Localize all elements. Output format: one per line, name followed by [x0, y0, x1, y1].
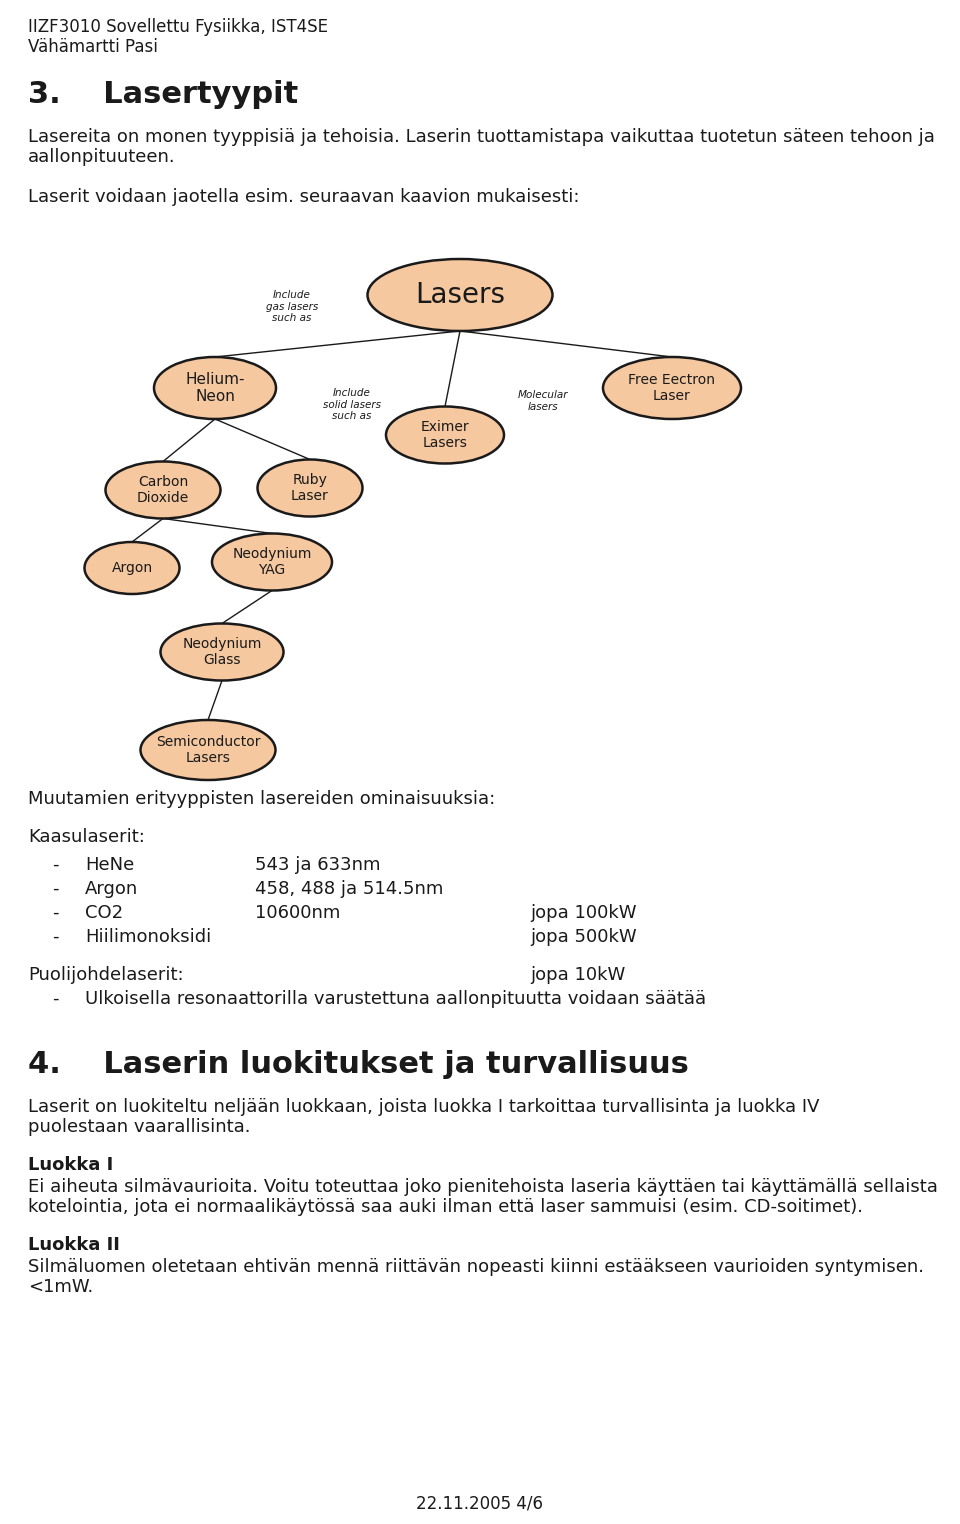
Text: Lasers: Lasers: [415, 280, 505, 309]
Text: IIZF3010 Sovellettu Fysiikka, IST4SE: IIZF3010 Sovellettu Fysiikka, IST4SE: [28, 18, 328, 37]
Text: Kaasulaserit:: Kaasulaserit:: [28, 828, 145, 846]
Text: kotelointia, jota ei normaalikäytössä saa auki ilman että laser sammuisi (esim. : kotelointia, jota ei normaalikäytössä sa…: [28, 1198, 863, 1216]
Text: Include
gas lasers
such as: Include gas lasers such as: [266, 290, 318, 323]
Text: -: -: [52, 928, 59, 946]
Ellipse shape: [140, 719, 276, 780]
Text: Lasereita on monen tyyppisiä ja tehoisia. Laserin tuottamistapa vaikuttaa tuotet: Lasereita on monen tyyppisiä ja tehoisia…: [28, 128, 935, 146]
Text: Molecular
lasers: Molecular lasers: [517, 390, 568, 411]
Ellipse shape: [386, 407, 504, 463]
Ellipse shape: [212, 533, 332, 590]
Text: Carbon
Dioxide: Carbon Dioxide: [137, 475, 189, 504]
Text: Helium-
Neon: Helium- Neon: [185, 372, 245, 404]
Text: -: -: [52, 856, 59, 873]
Text: 4.    Laserin luokitukset ja turvallisuus: 4. Laserin luokitukset ja turvallisuus: [28, 1050, 689, 1079]
Text: Eximer
Lasers: Eximer Lasers: [420, 421, 469, 450]
Ellipse shape: [160, 623, 283, 681]
Text: Ulkoisella resonaattorilla varustettuna aallonpituutta voidaan säätää: Ulkoisella resonaattorilla varustettuna …: [85, 991, 707, 1007]
Ellipse shape: [368, 259, 553, 331]
Text: Laserit voidaan jaotella esim. seuraavan kaavion mukaisesti:: Laserit voidaan jaotella esim. seuraavan…: [28, 187, 580, 206]
Text: Luokka I: Luokka I: [28, 1157, 113, 1173]
Text: Muutamien erityyppisten lasereiden ominaisuuksia:: Muutamien erityyppisten lasereiden omina…: [28, 789, 495, 808]
Text: HeNe: HeNe: [85, 856, 134, 873]
Text: Neodynium
Glass: Neodynium Glass: [182, 637, 262, 668]
Text: Luokka II: Luokka II: [28, 1236, 120, 1254]
Text: CO2: CO2: [85, 904, 123, 922]
Text: -: -: [52, 991, 59, 1007]
Ellipse shape: [603, 357, 741, 419]
Ellipse shape: [154, 357, 276, 419]
Text: 10600nm: 10600nm: [255, 904, 341, 922]
Text: Laserit on luokiteltu neljään luokkaan, joista luokka I tarkoittaa turvallisinta: Laserit on luokiteltu neljään luokkaan, …: [28, 1097, 820, 1116]
Text: Include
solid lasers
such as: Include solid lasers such as: [323, 389, 381, 421]
Text: Semiconductor
Lasers: Semiconductor Lasers: [156, 735, 260, 765]
Text: <1mW.: <1mW.: [28, 1279, 93, 1295]
Text: Ei aiheuta silmävaurioita. Voitu toteuttaa joko pienitehoista laseria käyttäen t: Ei aiheuta silmävaurioita. Voitu toteutt…: [28, 1178, 938, 1196]
Ellipse shape: [106, 462, 221, 518]
Text: jopa 10kW: jopa 10kW: [530, 966, 625, 985]
Text: -: -: [52, 879, 59, 898]
Text: aallonpituuteen.: aallonpituuteen.: [28, 148, 176, 166]
Text: Hiilimonoksidi: Hiilimonoksidi: [85, 928, 211, 946]
Text: Puolijohdelaserit:: Puolijohdelaserit:: [28, 966, 183, 985]
Text: 543 ja 633nm: 543 ja 633nm: [255, 856, 380, 873]
Text: Silmäluomen oletetaan ehtivän mennä riittävän nopeasti kiinni estääkseen vaurioi: Silmäluomen oletetaan ehtivän mennä riit…: [28, 1257, 924, 1276]
Text: jopa 500kW: jopa 500kW: [530, 928, 636, 946]
Text: puolestaan vaarallisinta.: puolestaan vaarallisinta.: [28, 1119, 251, 1135]
Text: 458, 488 ja 514.5nm: 458, 488 ja 514.5nm: [255, 879, 444, 898]
Ellipse shape: [84, 543, 180, 594]
Text: Free Eectron
Laser: Free Eectron Laser: [629, 373, 715, 404]
Text: Argon: Argon: [111, 561, 153, 575]
Text: -: -: [52, 904, 59, 922]
Text: 22.11.2005 4/6: 22.11.2005 4/6: [417, 1495, 543, 1513]
Text: Argon: Argon: [85, 879, 138, 898]
Text: Neodynium
YAG: Neodynium YAG: [232, 547, 312, 578]
Text: Ruby
Laser: Ruby Laser: [291, 472, 329, 503]
Ellipse shape: [257, 460, 363, 517]
Text: Vähämartti Pasi: Vähämartti Pasi: [28, 38, 157, 56]
Text: 3.    Lasertyypit: 3. Lasertyypit: [28, 79, 299, 110]
Text: jopa 100kW: jopa 100kW: [530, 904, 636, 922]
